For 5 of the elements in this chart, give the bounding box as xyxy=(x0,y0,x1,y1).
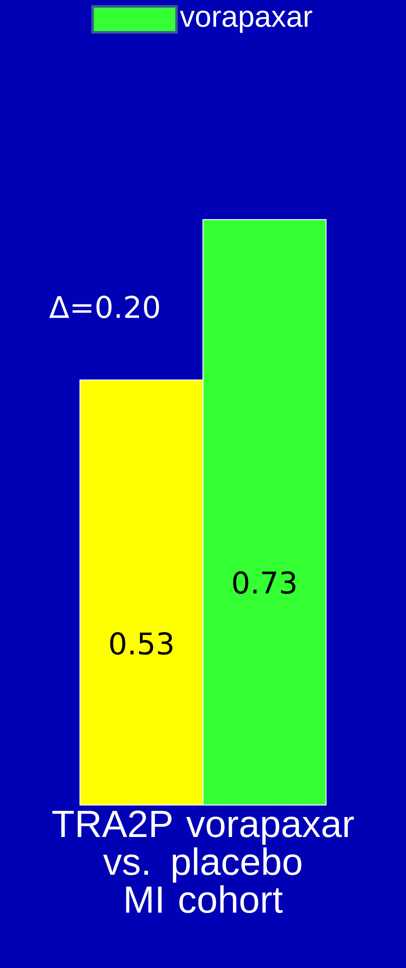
data-label: 0.73 xyxy=(233,571,296,594)
data-label: 0.53 xyxy=(110,632,172,655)
x-tick-label: TRA2P vorapaxar vs. placebo MI cohort xyxy=(52,810,354,914)
text: vorapaxar xyxy=(180,10,312,33)
annotation: Δ=0.20 xyxy=(49,296,160,318)
